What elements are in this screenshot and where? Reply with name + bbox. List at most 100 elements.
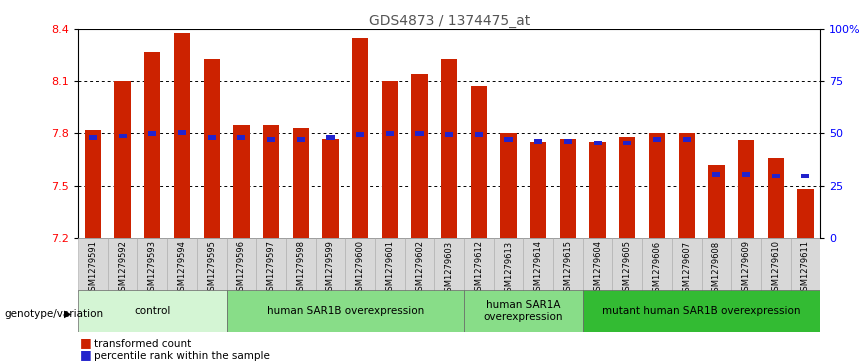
Text: percentile rank within the sample: percentile rank within the sample xyxy=(94,351,270,361)
Text: GSM1279601: GSM1279601 xyxy=(385,241,394,297)
Bar xyxy=(203,58,220,238)
Bar xyxy=(445,132,453,136)
Bar xyxy=(791,238,820,292)
Bar xyxy=(708,165,725,238)
Bar xyxy=(713,172,720,176)
Bar xyxy=(441,58,457,238)
Text: genotype/variation: genotype/variation xyxy=(4,309,103,319)
Bar xyxy=(286,238,316,292)
Bar xyxy=(352,38,368,238)
Bar xyxy=(115,81,131,238)
Bar xyxy=(534,139,542,143)
Text: GSM1279615: GSM1279615 xyxy=(563,241,572,297)
Bar xyxy=(464,290,582,332)
Text: GSM1279597: GSM1279597 xyxy=(266,241,275,297)
Text: GSM1279612: GSM1279612 xyxy=(475,241,483,297)
Bar xyxy=(761,238,791,292)
Bar xyxy=(500,134,516,238)
Title: GDS4873 / 1374475_at: GDS4873 / 1374475_at xyxy=(369,14,529,28)
Bar xyxy=(197,238,227,292)
Bar xyxy=(375,238,404,292)
Bar xyxy=(144,52,161,238)
Bar xyxy=(582,290,820,332)
Bar xyxy=(227,238,256,292)
Text: GSM1279610: GSM1279610 xyxy=(772,241,780,297)
Text: GSM1279595: GSM1279595 xyxy=(207,241,216,296)
Bar xyxy=(494,238,523,292)
Text: GSM1279594: GSM1279594 xyxy=(178,241,187,296)
Text: control: control xyxy=(135,306,170,316)
Text: GSM1279592: GSM1279592 xyxy=(118,241,127,296)
Text: GSM1279600: GSM1279600 xyxy=(356,241,365,297)
Text: GSM1279613: GSM1279613 xyxy=(504,241,513,297)
Bar xyxy=(78,238,108,292)
Bar xyxy=(78,290,227,332)
Bar xyxy=(411,74,428,238)
Bar xyxy=(178,130,186,135)
Bar xyxy=(168,238,197,292)
Bar xyxy=(619,137,635,238)
Text: GSM1279606: GSM1279606 xyxy=(653,241,661,297)
Bar xyxy=(263,125,279,238)
Text: transformed count: transformed count xyxy=(94,339,191,349)
Bar xyxy=(642,238,672,292)
Text: GSM1279608: GSM1279608 xyxy=(712,241,720,297)
Text: human SAR1B overexpression: human SAR1B overexpression xyxy=(266,306,424,316)
Bar xyxy=(801,174,810,178)
Text: GSM1279607: GSM1279607 xyxy=(682,241,691,297)
Bar xyxy=(648,134,665,238)
Bar xyxy=(701,238,731,292)
Bar xyxy=(797,189,813,238)
Bar xyxy=(564,139,572,143)
Text: GSM1279609: GSM1279609 xyxy=(741,241,751,297)
Bar xyxy=(345,238,375,292)
Text: GSM1279593: GSM1279593 xyxy=(148,241,157,297)
Text: GSM1279614: GSM1279614 xyxy=(534,241,542,297)
Bar xyxy=(404,238,434,292)
Bar xyxy=(623,141,631,145)
Bar xyxy=(416,131,424,136)
Bar xyxy=(589,142,606,238)
Bar xyxy=(119,134,127,138)
Bar xyxy=(582,238,613,292)
Bar xyxy=(653,137,661,142)
Bar xyxy=(560,139,576,238)
Bar xyxy=(137,238,168,292)
Bar xyxy=(738,140,754,238)
Bar xyxy=(742,172,750,176)
Bar xyxy=(434,238,464,292)
Bar xyxy=(613,238,642,292)
Text: GSM1279611: GSM1279611 xyxy=(801,241,810,297)
Bar xyxy=(772,174,779,178)
Text: GSM1279599: GSM1279599 xyxy=(326,241,335,296)
Text: GSM1279603: GSM1279603 xyxy=(444,241,454,297)
Bar xyxy=(233,125,250,238)
Bar xyxy=(553,238,582,292)
Bar xyxy=(672,238,701,292)
Text: human SAR1A
overexpression: human SAR1A overexpression xyxy=(483,301,563,322)
Bar xyxy=(767,158,784,238)
Bar xyxy=(523,238,553,292)
Text: GSM1279598: GSM1279598 xyxy=(296,241,306,297)
Text: mutant human SAR1B overexpression: mutant human SAR1B overexpression xyxy=(602,306,801,316)
Bar xyxy=(475,132,483,136)
Bar xyxy=(731,238,761,292)
Bar xyxy=(356,132,365,136)
Bar xyxy=(267,137,275,142)
Text: ■: ■ xyxy=(80,336,92,349)
Bar xyxy=(530,142,547,238)
Bar xyxy=(293,128,309,238)
Bar xyxy=(108,238,137,292)
Bar xyxy=(682,137,691,142)
Bar xyxy=(679,134,695,238)
Bar xyxy=(256,238,286,292)
Bar xyxy=(470,86,487,238)
Bar xyxy=(385,131,394,136)
Bar xyxy=(464,238,494,292)
Bar xyxy=(237,135,246,140)
Bar xyxy=(227,290,464,332)
Bar xyxy=(174,33,190,238)
Text: GSM1279596: GSM1279596 xyxy=(237,241,246,297)
Text: ▶: ▶ xyxy=(63,309,71,319)
Bar xyxy=(89,135,97,140)
